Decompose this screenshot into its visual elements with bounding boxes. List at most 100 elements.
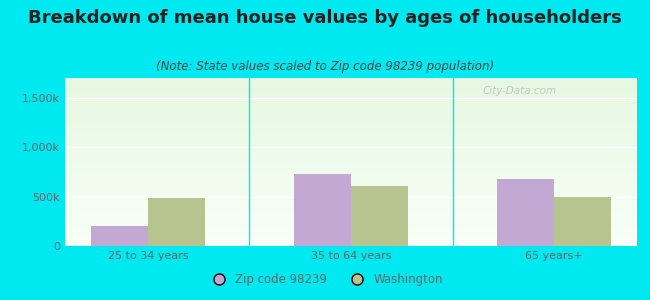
Bar: [65, 107, 637, 108]
Bar: [65, 141, 637, 142]
Bar: [65, 93, 637, 94]
Bar: [65, 199, 637, 200]
Bar: [65, 201, 637, 202]
Bar: [65, 229, 637, 230]
Bar: [65, 174, 637, 175]
Bar: [65, 177, 637, 178]
Bar: [65, 110, 637, 111]
Bar: [65, 83, 637, 84]
Bar: [65, 122, 637, 123]
Bar: [65, 131, 637, 132]
Bar: [65, 158, 637, 159]
Bar: [65, 227, 637, 228]
Bar: [497, 179, 554, 246]
Bar: [65, 135, 637, 136]
Bar: [65, 239, 637, 240]
Bar: [65, 160, 637, 161]
Bar: [65, 90, 637, 91]
Bar: [65, 133, 637, 134]
Bar: [65, 230, 637, 231]
Bar: [65, 236, 637, 237]
Bar: [65, 173, 637, 174]
Bar: [65, 127, 637, 128]
Bar: [65, 200, 637, 201]
Bar: [65, 184, 637, 185]
Bar: [65, 179, 637, 180]
Bar: [65, 156, 637, 157]
Bar: [65, 114, 637, 115]
Bar: [65, 202, 637, 203]
Bar: [65, 152, 637, 153]
Bar: [65, 118, 637, 119]
Bar: [65, 157, 637, 158]
Bar: [65, 151, 637, 152]
Bar: [65, 191, 637, 192]
Bar: [65, 197, 637, 198]
Bar: [65, 190, 637, 191]
Bar: [65, 155, 637, 156]
Bar: [65, 225, 637, 226]
Bar: [65, 149, 637, 150]
Bar: [65, 121, 637, 122]
Bar: [65, 178, 637, 179]
Bar: [65, 79, 637, 80]
Bar: [65, 144, 637, 145]
Bar: [65, 129, 637, 130]
Bar: [65, 106, 637, 107]
Bar: [65, 96, 637, 97]
Bar: [65, 217, 637, 218]
Bar: [65, 125, 637, 126]
Bar: [351, 186, 408, 246]
Bar: [65, 221, 637, 222]
Bar: [65, 159, 637, 160]
Bar: [91, 226, 148, 246]
Bar: [65, 80, 637, 81]
Bar: [65, 147, 637, 148]
Bar: [65, 171, 637, 172]
Bar: [65, 126, 637, 127]
Bar: [65, 148, 637, 149]
Bar: [554, 196, 611, 246]
Bar: [65, 172, 637, 173]
Bar: [65, 203, 637, 204]
Bar: [65, 117, 637, 118]
Bar: [65, 220, 637, 221]
Bar: [65, 112, 637, 113]
Bar: [65, 211, 637, 212]
Bar: [65, 168, 637, 169]
Bar: [65, 85, 637, 86]
Bar: [65, 205, 637, 206]
Bar: [65, 207, 637, 208]
Bar: [65, 180, 637, 181]
Bar: [65, 164, 637, 165]
Bar: [65, 237, 637, 238]
Bar: [65, 115, 637, 116]
Bar: [65, 224, 637, 225]
Bar: [65, 209, 637, 210]
Bar: [65, 143, 637, 144]
Bar: [65, 210, 637, 211]
Text: (Note: State values scaled to Zip code 98239 population): (Note: State values scaled to Zip code 9…: [156, 60, 494, 73]
Bar: [65, 134, 637, 135]
Bar: [65, 108, 637, 109]
Bar: [65, 128, 637, 129]
Bar: [65, 232, 637, 233]
Bar: [65, 161, 637, 162]
Bar: [65, 215, 637, 216]
Bar: [65, 170, 637, 171]
Bar: [65, 142, 637, 143]
Bar: [65, 165, 637, 166]
Bar: [65, 102, 637, 103]
Bar: [65, 193, 637, 194]
Bar: [65, 116, 637, 117]
Bar: [65, 119, 637, 120]
Bar: [65, 88, 637, 89]
Bar: [65, 188, 637, 189]
Bar: [65, 233, 637, 234]
Bar: [65, 81, 637, 82]
Bar: [65, 222, 637, 223]
Bar: [65, 82, 637, 83]
Bar: [294, 174, 351, 246]
Bar: [65, 196, 637, 197]
Bar: [65, 218, 637, 219]
